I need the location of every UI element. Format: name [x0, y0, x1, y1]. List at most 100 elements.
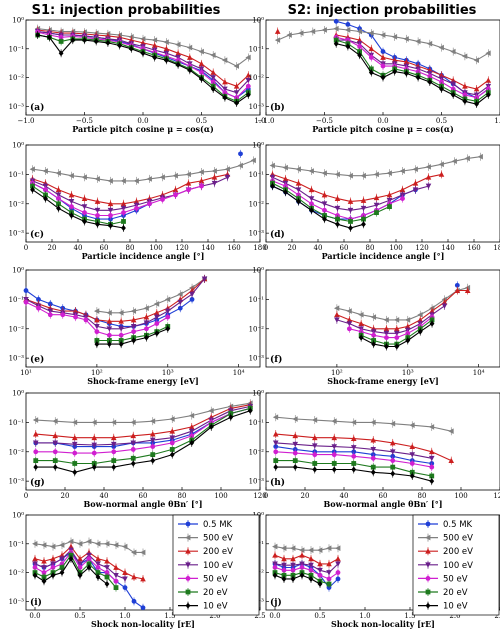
data-point: [106, 326, 113, 332]
data-point: [130, 419, 136, 426]
data-point: [69, 204, 74, 210]
series-line: [336, 289, 468, 330]
panel-letter: (a): [30, 102, 44, 113]
x-tick-label: 40: [314, 244, 323, 252]
x-tick-label: 120: [493, 492, 500, 500]
data-point: [428, 448, 435, 455]
data-point: [247, 407, 253, 414]
x-tick-label: 2.5: [254, 612, 265, 620]
data-point: [52, 440, 59, 446]
data-point: [41, 558, 47, 564]
data-point: [438, 171, 445, 177]
data-point: [107, 207, 114, 214]
data-point: [405, 330, 411, 336]
x-tick-label: 1.0: [119, 612, 130, 620]
data-point: [351, 449, 357, 455]
data-point: [308, 186, 315, 193]
series-line: [275, 416, 452, 432]
data-point: [160, 197, 165, 202]
data-point: [222, 79, 228, 85]
data-point: [380, 74, 386, 81]
data-point: [154, 330, 160, 337]
y-tick-label: 10⁰: [252, 267, 264, 275]
data-point: [393, 317, 400, 323]
data-point: [409, 443, 416, 449]
data-point: [450, 81, 456, 87]
data-point: [52, 449, 58, 455]
data-point: [107, 178, 113, 184]
column-title-s1: S1: injection probabilities: [32, 3, 221, 18]
panel-letter: (b): [270, 102, 285, 113]
data-point: [439, 79, 444, 85]
data-point: [32, 572, 38, 579]
data-point: [107, 200, 114, 207]
y-tick-label: 10⁰: [12, 17, 24, 25]
data-point: [140, 605, 146, 611]
legend-label: 10 eV: [203, 602, 228, 612]
data-point: [403, 59, 410, 65]
data-point: [281, 555, 287, 562]
data-point: [283, 189, 288, 196]
legend-marker: [185, 562, 191, 568]
data-point: [357, 52, 362, 59]
data-point: [106, 332, 112, 338]
series-50-eV: [30, 179, 204, 220]
series-500-eV: [272, 542, 341, 555]
data-point: [412, 187, 419, 193]
data-point: [370, 455, 376, 461]
data-point: [198, 48, 204, 55]
data-point: [210, 69, 216, 75]
data-point: [95, 213, 100, 218]
data-point: [113, 585, 119, 591]
data-point: [104, 558, 110, 564]
data-point: [198, 169, 204, 175]
data-point: [380, 49, 386, 54]
data-point: [118, 318, 124, 324]
data-point: [299, 572, 305, 579]
data-point: [177, 305, 183, 311]
data-point: [151, 37, 158, 43]
series-100-eV: [32, 402, 254, 449]
legend-entry: 50 eV: [418, 574, 468, 584]
data-point: [346, 326, 352, 332]
data-point: [321, 192, 328, 198]
data-point: [384, 343, 389, 350]
series-line: [272, 185, 416, 220]
data-point: [130, 447, 136, 452]
data-point: [308, 196, 315, 202]
y-tick-label: 10⁻¹: [9, 45, 25, 53]
data-point: [71, 434, 78, 441]
data-point: [426, 40, 433, 47]
data-point: [77, 540, 83, 547]
legend-label: 200 eV: [443, 547, 473, 557]
x-tick-label: 0.0: [29, 612, 40, 620]
data-point: [273, 464, 279, 471]
data-point: [345, 43, 351, 50]
data-point: [104, 581, 110, 588]
legend-marker: [425, 562, 431, 568]
data-point: [36, 296, 41, 302]
data-point: [299, 552, 305, 558]
data-point: [50, 565, 56, 570]
data-point: [59, 565, 65, 570]
data-point: [83, 317, 89, 323]
data-point: [415, 38, 421, 45]
data-point: [374, 210, 379, 216]
series-line: [336, 43, 489, 105]
y-tick-label: 10⁰: [252, 142, 264, 150]
data-point: [245, 91, 251, 98]
data-point: [150, 444, 156, 449]
data-point: [211, 180, 218, 187]
data-point: [361, 216, 366, 222]
data-point: [358, 334, 364, 341]
data-point: [429, 320, 435, 327]
data-point: [91, 434, 98, 441]
data-point: [237, 162, 243, 169]
y-tick-label: 10⁻²: [249, 74, 265, 82]
data-point: [120, 205, 127, 212]
data-point: [321, 170, 327, 176]
data-point: [199, 75, 204, 82]
data-point: [41, 565, 47, 571]
data-point: [110, 419, 117, 426]
data-point: [373, 194, 380, 201]
